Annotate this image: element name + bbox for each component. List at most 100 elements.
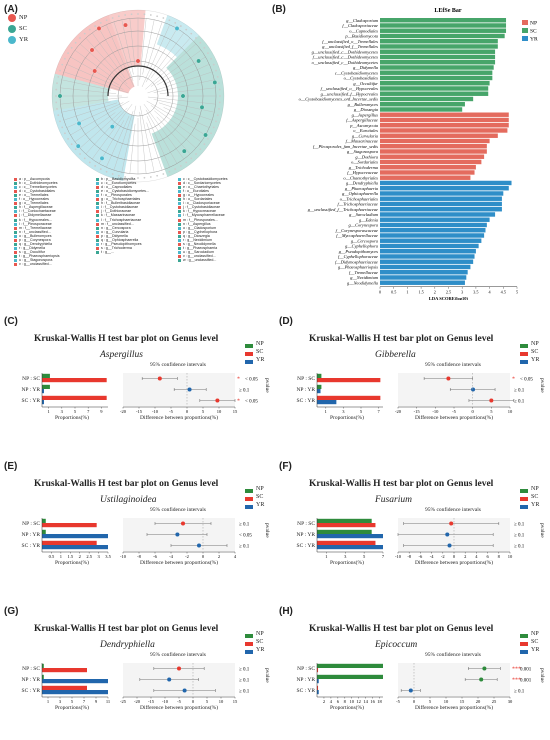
taxa-entry: d : o__Capnodiales [101,185,132,190]
comparison-label: NP : YR [296,532,315,538]
taxa-swatch [178,206,181,210]
taxa-entry: w : g__unclassified... [183,258,217,262]
diff-tick-label: 5 [202,409,205,414]
ci-label: 95% confidence intervals [425,362,481,368]
diff-point [181,521,185,526]
kw-plot-f: ≥ 0.1 ≥ 0.1 ≥ 0.1 1 3 5 7 -10 -8 -6 -4 -2 0 2 4 6 8 10 [316,518,525,559]
comparison-label: NP : YR [296,387,315,393]
diff-tick-label: 0 [202,554,205,559]
ci-label: 95% confidence intervals [425,652,481,658]
prop-bar-np [42,373,50,378]
pvalue-text: ≥ 0.1 [239,690,250,695]
clado-leaf [57,114,60,117]
kw-legend-label: SC [531,494,539,500]
lefse-bar-label: f__Mycosphaerellaceae [336,233,378,238]
diff-tick-label: 6 [486,554,489,559]
diff-tick-label: 20 [476,699,481,704]
cladogram-legend: NP SC YR [8,14,48,54]
lefse-bar-label: g__Aspergillus [352,112,379,117]
taxa-entry: i : f__Coniochaetaceae [19,209,56,214]
kw-plot-g: ≥ 0.1 ≥ 0.1 ≥ 0.1 1 3 5 7 9 11 -25 -20 -15 -10 -5 0 5 10… [41,663,250,704]
clado-leaf [219,95,221,97]
kw-legend-label: SC [256,494,264,500]
clado-leaf [99,168,102,170]
clado-leaf [64,132,66,135]
clado-leaf [168,19,171,22]
diff-tick-label: -5 [452,409,456,414]
clado-leaf [67,52,69,55]
prop-axis-title: Proportions(%) [330,705,364,711]
lefse-bar [380,112,509,117]
clado-leaf [61,63,64,66]
kw-title: Kruskal-Wallis H test bar plot on Genus … [34,624,219,634]
diff-point [408,688,413,693]
taxa-entry: d : c__Cystobasidiales [19,189,55,194]
prop-bar-yr [317,679,319,684]
prop-tick-label: 1.5 [67,554,73,559]
diff-tick-label: -20 [134,699,141,704]
lefse-bar [380,149,487,154]
clado-leaf [190,32,193,35]
taxa-swatch [14,214,17,218]
diff-tick-label: -4 [430,554,434,559]
prop-tick-label: 4 [330,699,333,704]
taxa-entry: g : o__Tremellales [19,201,49,206]
kw-legend-label: NP [256,631,264,637]
lefse-bar-label: f__unclassified_o__Tremellales [322,39,378,44]
clado-node [212,80,218,85]
clado-leaf [74,41,77,44]
clado-node [180,93,186,99]
taxa-entry: v : g__unclassified... [183,253,216,258]
taxa-swatch [178,190,181,194]
kw-legend-label: YR [256,502,265,508]
kw-panel-h: (H) Kruskal-Wallis H test bar plot on Gen… [275,600,550,740]
lefse-bar-label: g__Cercospora [351,238,379,243]
diff-point [157,376,162,381]
clado-leaf [74,148,77,151]
lefse-bar-label: g__Stagonospora [347,149,379,154]
diff-point [445,532,450,537]
diff-tick-label: 0 [472,409,475,414]
taxa-entry: e : o__Tremellales [19,193,49,198]
taxa-swatch [178,218,181,222]
kw-legend-swatch [520,360,528,364]
lefse-bar-label: g__Phaeosphaeria [345,186,379,191]
panel-label: (C) [4,316,18,327]
clado-leaf [203,46,206,49]
pvalue-axis-title: pvalue [539,668,545,683]
taxa-swatch [178,198,181,202]
clado-node [174,26,180,31]
diff-tick-label: 5 [206,699,209,704]
lefse-bar [380,70,493,75]
pvalue-text: ≥ 0.1 [239,523,250,528]
clado-leaf [79,153,81,155]
lefse-bar-label: g__Edenia [359,217,379,222]
diff-tick-label: 4 [475,554,478,559]
lefse-bar [380,212,496,217]
comparison-label: SC : YR [296,398,315,404]
clado-leaf [162,17,165,19]
lefse-bar-label: o__Cystobasidiomycetes_ord_Incertae_sedi… [299,97,379,102]
prop-tick-label: 9 [100,409,103,414]
clado-node [89,47,95,53]
clado-leaf [99,22,102,24]
clado-sector-np-1 [54,15,135,94]
taxa-entry: r : g__Nexidimium [183,237,212,242]
prop-tick-label: 3 [59,699,62,704]
lefse-bar [380,201,502,207]
taxa-entry: d : c__Sordariomycetes [183,181,221,186]
kw-legend-label: YR [531,647,540,653]
taxa-entry: q : g__Dioszegia [183,233,210,238]
lefse-bar [380,254,475,259]
clado-node [76,121,82,126]
clado-arc-dark [107,65,169,97]
pvalue-text: ≥ 0.1 [514,545,525,550]
lefse-bar [380,249,476,254]
kw-legend-label: SC [256,349,264,355]
kw-legend-swatch [245,505,253,509]
prop-bar-np [317,674,383,679]
lefse-bar [380,107,463,112]
taxa-swatch [14,202,17,206]
diff-tick-label: -25 [120,699,127,704]
prop-axis-title: Proportions(%) [55,415,89,421]
